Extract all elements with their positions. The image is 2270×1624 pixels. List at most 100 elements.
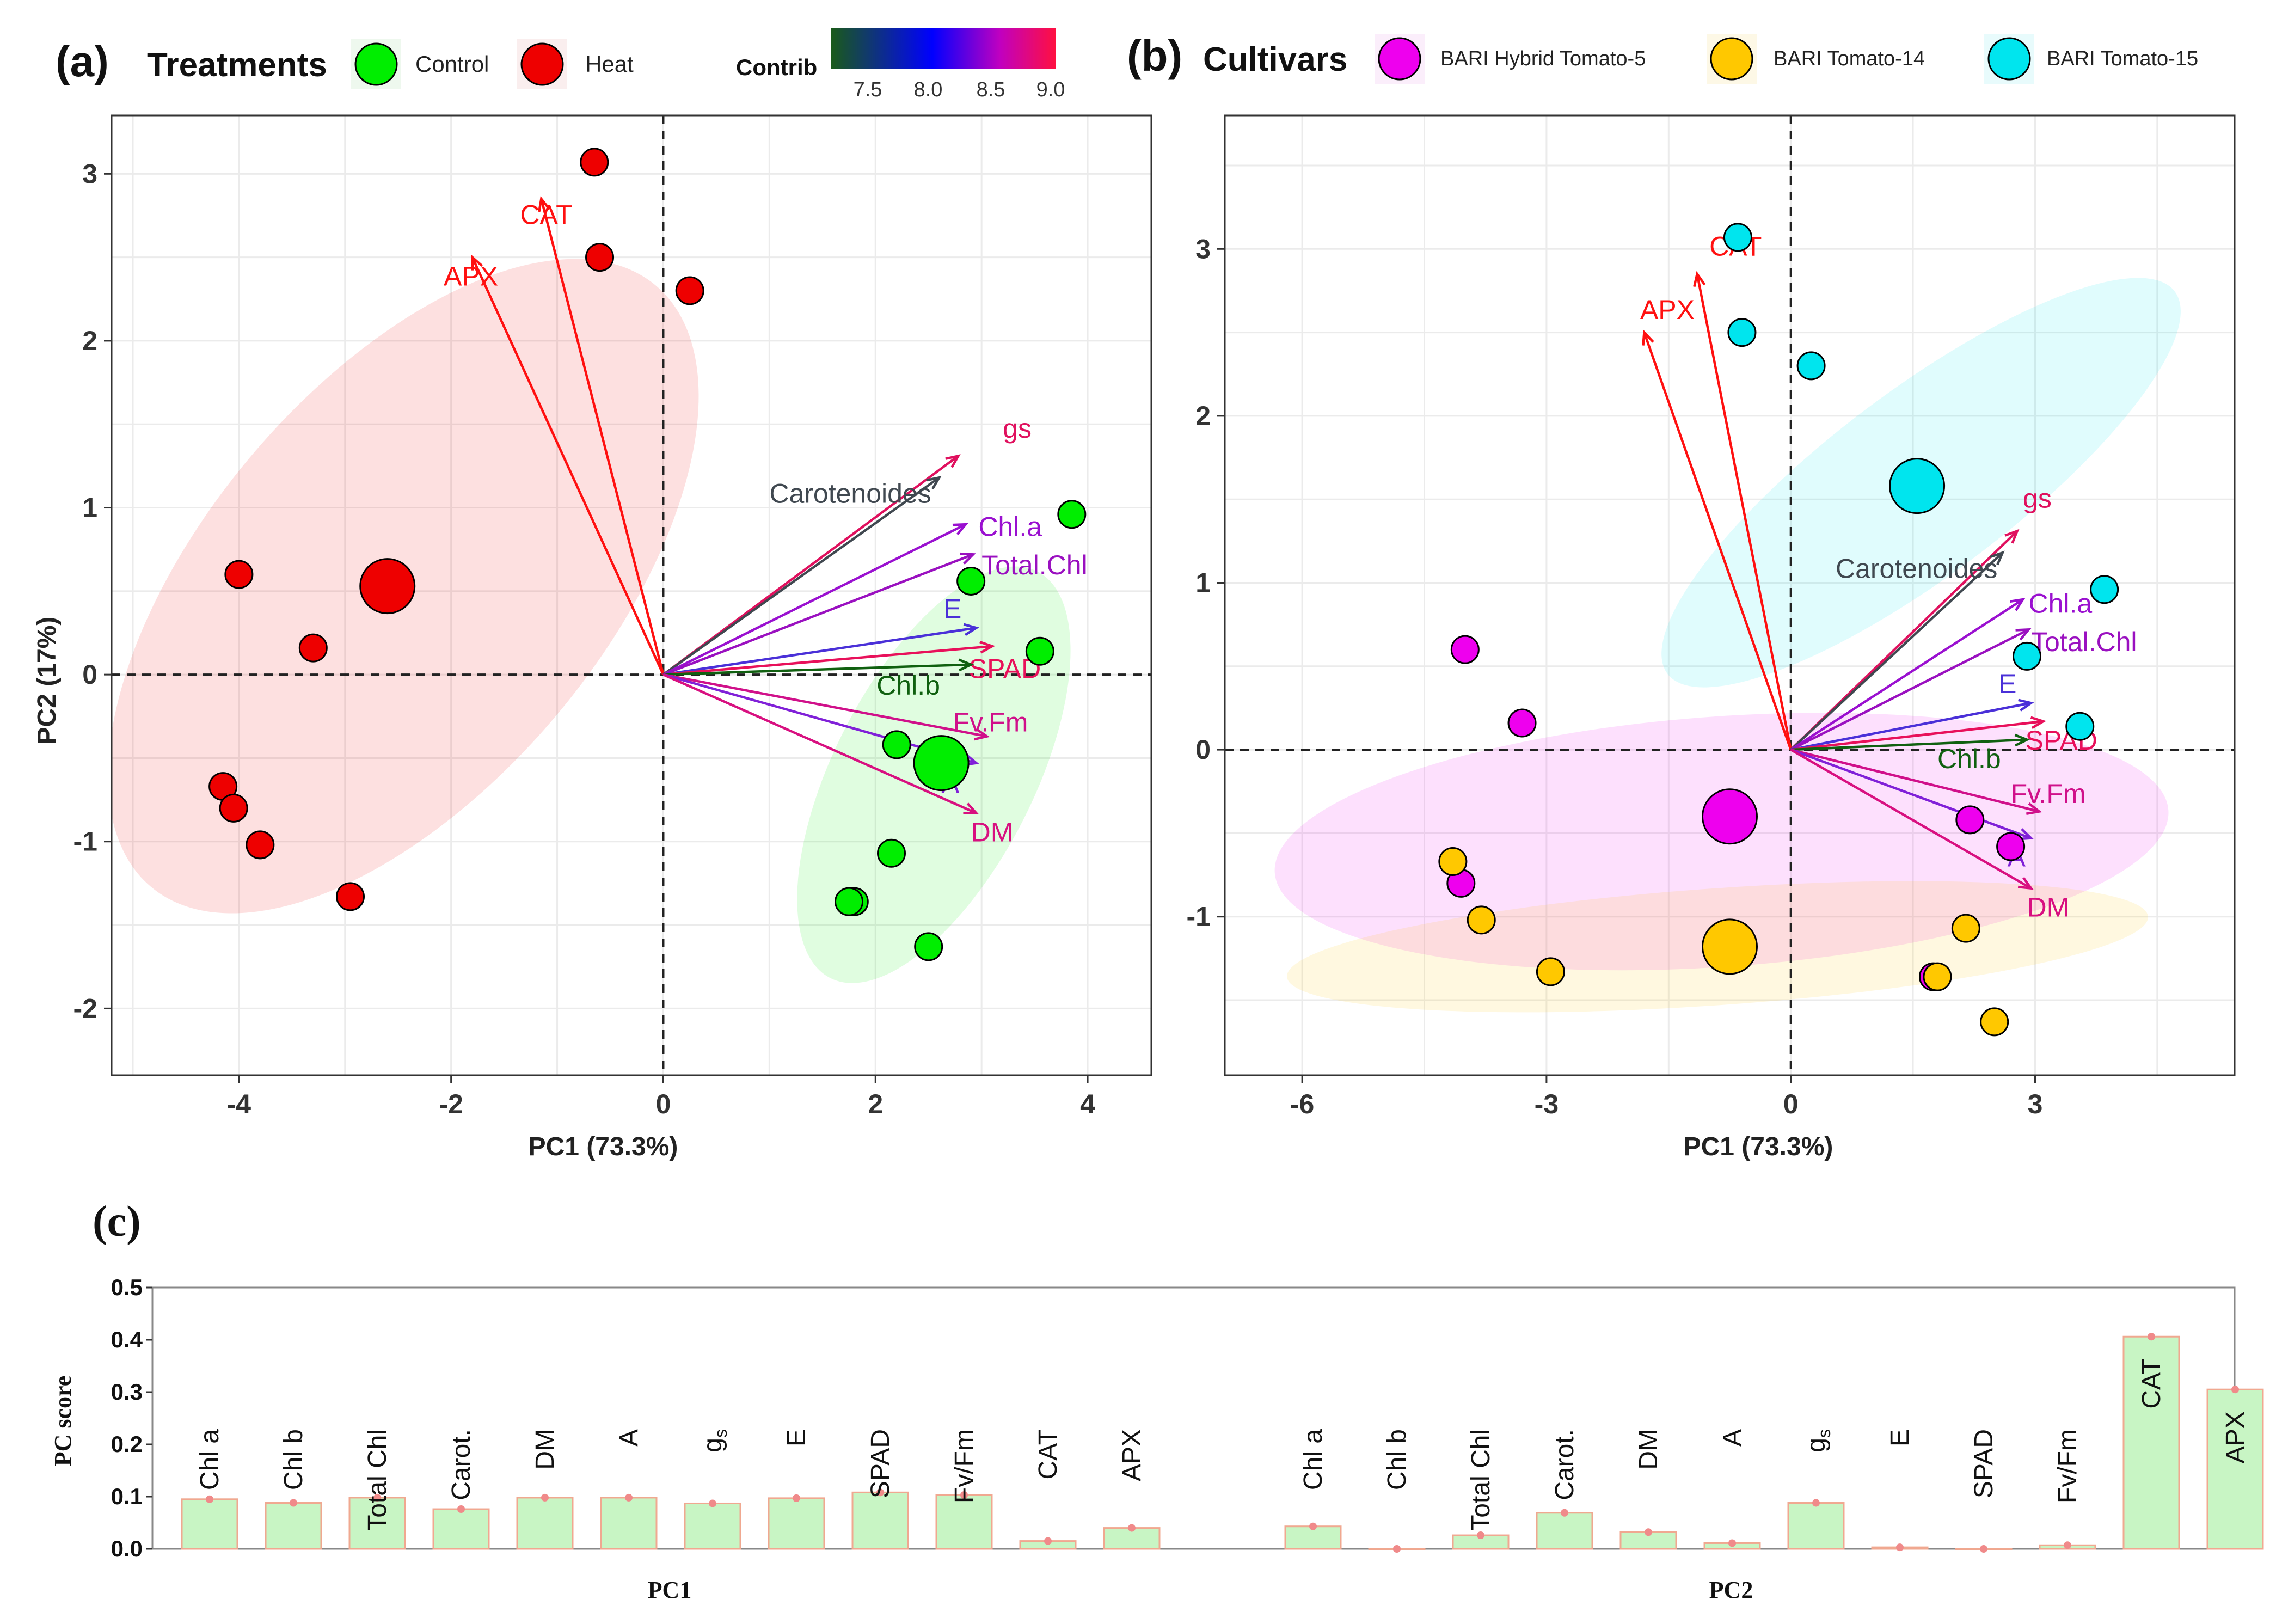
point-heat: [298, 633, 328, 663]
contrib-tick: 7.5: [854, 78, 882, 101]
arrowhead-cat: [538, 195, 551, 212]
bar-point-pc1: [541, 1493, 549, 1502]
bar-category-label: E: [1886, 1429, 1915, 1447]
point-control: [877, 838, 906, 868]
y-tick-label: 0: [1195, 734, 1211, 765]
point-bari-hybrid-tomato-5: [1450, 635, 1480, 664]
centroid-bari-tomato-14: [1702, 918, 1758, 975]
plot-a: CATAPXgsCarotenoidesChl.aTotal.ChlESPADC…: [73, 114, 1152, 1119]
arrowhead-apx: [471, 254, 483, 271]
point-heat: [219, 793, 248, 823]
arrow-spad: [663, 645, 992, 676]
centroid-bari-tomato-15: [1889, 458, 1946, 514]
panel-a-label: (a): [56, 37, 109, 85]
arrowhead-e: [963, 623, 979, 636]
bar-category-label: E: [782, 1429, 811, 1447]
point-bari-tomato-15: [1727, 318, 1757, 347]
arrow-label-apx: APX: [1640, 295, 1695, 325]
plot-b: CATAPXgsCarotenoidesChl.aTotal.ChlESPADC…: [1187, 114, 2236, 1119]
panel-c: (c) 0.0 0.1 0.2 0.3 0.4 0.5 Chl a Chl b Total Ch…: [50, 1198, 2264, 1603]
bar-pc1: [181, 1498, 238, 1550]
arrowhead-carotenoides: [926, 476, 942, 490]
bar-category-label: A: [1718, 1429, 1747, 1447]
contrib-colorbar: Contrib 7.5 8.0 8.5 9.0: [736, 28, 1065, 101]
point-heat: [675, 276, 704, 305]
loading-arrows: CATAPXgsCarotenoidesChl.aTotal.ChlESPADC…: [444, 195, 1088, 848]
arrow-label-e: E: [943, 593, 961, 624]
legend-key-heat: [520, 42, 564, 86]
arrow-label-e: E: [1998, 669, 2016, 699]
plot-background: [112, 115, 1151, 1075]
point-control: [882, 730, 911, 759]
y-tick-label: 0.1: [111, 1484, 143, 1509]
bar-point-pc2: [1812, 1499, 1820, 1507]
y-tick-label: -2: [73, 993, 97, 1024]
bar-pc1: [265, 1502, 322, 1550]
bar-pc1: [935, 1494, 993, 1550]
arrow-label-gs: gs: [2023, 483, 2052, 514]
bar-point-pc1: [1128, 1524, 1136, 1532]
y-tick-label: 0: [82, 659, 97, 690]
centroid-heat: [359, 558, 416, 615]
panel-b-label: (b): [1127, 32, 1182, 80]
panel-b-xlabel: PC1 (73.3%): [1684, 1132, 1833, 1161]
arrow-chl.a: [662, 523, 966, 676]
y-tick-label: -1: [73, 826, 97, 857]
bar-category-label: DM: [531, 1429, 560, 1470]
arrow-dm: [1790, 749, 2032, 890]
bar-category-label: SPAD: [866, 1429, 895, 1498]
y-tick-label: 1: [82, 493, 97, 523]
panel-c-label: (c): [93, 1198, 141, 1246]
y-tick-label: 3: [82, 158, 97, 189]
bar-point-pc2: [1728, 1539, 1736, 1547]
x-tick-label: -2: [439, 1089, 463, 1119]
arrowhead-fv.fm: [974, 728, 990, 741]
arrow-dm: [662, 673, 977, 814]
point-control: [835, 887, 864, 916]
bar-point-pc2: [1393, 1545, 1401, 1553]
arrow-label-chl.a: Chl.a: [978, 512, 1042, 542]
arrow-label-carotenoides: Carotenoides: [1836, 553, 1997, 584]
grid: [112, 115, 1151, 1075]
point-heat: [580, 148, 609, 177]
x-tick-label: -3: [1535, 1089, 1559, 1119]
arrow-fv.fm: [1790, 748, 2040, 813]
bar-point-pc2: [1980, 1545, 1987, 1553]
bar-pc2: [2122, 1335, 2180, 1550]
bar-point-pc1: [290, 1499, 297, 1507]
bar-category-label: Chl b: [279, 1429, 308, 1490]
point-bari-tomato-14: [1536, 957, 1565, 986]
bar-point-pc2: [1896, 1543, 1904, 1552]
bar-point-pc2: [1309, 1522, 1317, 1530]
x-tick-label: 4: [1080, 1089, 1095, 1119]
bar-point-pc1: [793, 1494, 800, 1502]
arrow-carotenoides: [662, 476, 940, 676]
bar-category-label: Fv/Fm: [950, 1429, 979, 1503]
arrowhead-gs: [2004, 529, 2020, 544]
arrow-label-chl.a: Chl.a: [2029, 589, 2093, 619]
arrow-chl.b: [1790, 738, 2027, 751]
point-bari-tomato-14: [1923, 962, 1952, 991]
arrow-label-dm: DM: [971, 817, 1014, 848]
panel-b-legend-title: Cultivars: [1203, 41, 1347, 78]
arrow-a: [1790, 749, 2032, 839]
arrowhead-chl.a: [952, 523, 968, 536]
panel-a-legend: Control Heat: [351, 39, 634, 89]
y-tick-label: 0.3: [111, 1379, 143, 1405]
axis-ticks: -6 -3 0 3 -1 0 1 2 3: [1187, 234, 2043, 1119]
panel-c-ylabel: PC score: [50, 1376, 76, 1467]
bar-point-pc1: [876, 1488, 884, 1497]
contrib-gradient-bar: [831, 28, 1056, 69]
bar-category-label: CAT: [1034, 1429, 1063, 1479]
centroid-bari-hybrid-tomato-5: [1702, 788, 1758, 845]
x-tick-label: 0: [1783, 1089, 1799, 1119]
bar-pc1: [516, 1497, 574, 1550]
legend-label-hybrid-tomato-5: BARI Hybrid Tomato-5: [1440, 47, 1646, 70]
bar-pc1: [851, 1491, 909, 1550]
bar-point-pc2: [1561, 1509, 1568, 1517]
x-tick-label: -4: [227, 1089, 251, 1119]
arrow-e: [1790, 702, 2032, 751]
legend-label-tomato-15: BARI Tomato-15: [2047, 47, 2198, 70]
point-bari-hybrid-tomato-5: [1996, 832, 2026, 861]
